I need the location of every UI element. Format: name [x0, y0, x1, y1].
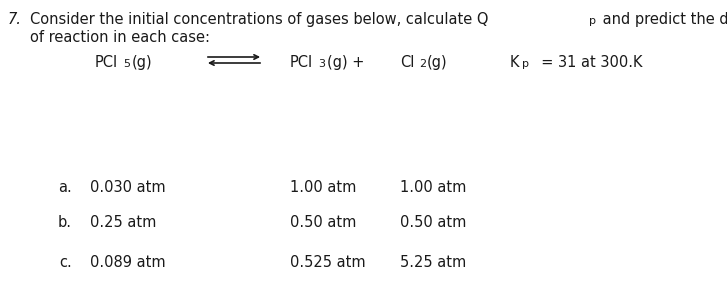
Text: 5.25 atm: 5.25 atm [400, 255, 466, 270]
Text: PCl: PCl [290, 55, 313, 70]
Text: 0.25 atm: 0.25 atm [90, 215, 156, 230]
Text: and predict the direction: and predict the direction [598, 12, 727, 27]
Text: 3: 3 [318, 59, 325, 69]
Text: 1.00 atm: 1.00 atm [400, 180, 467, 195]
Text: 0.030 atm: 0.030 atm [90, 180, 166, 195]
Text: 2: 2 [419, 59, 426, 69]
Text: 0.50 atm: 0.50 atm [400, 215, 467, 230]
Text: (g) +: (g) + [327, 55, 364, 70]
Text: c.: c. [59, 255, 72, 270]
Text: 7.: 7. [8, 12, 22, 27]
Text: b.: b. [58, 215, 72, 230]
Text: 0.50 atm: 0.50 atm [290, 215, 356, 230]
Text: PCl: PCl [95, 55, 118, 70]
Text: Consider the initial concentrations of gases below, calculate Q: Consider the initial concentrations of g… [30, 12, 489, 27]
Text: = 31 at 300.K: = 31 at 300.K [532, 55, 643, 70]
Text: 5: 5 [123, 59, 130, 69]
Text: (g): (g) [427, 55, 448, 70]
Text: 0.089 atm: 0.089 atm [90, 255, 166, 270]
Text: K: K [510, 55, 520, 70]
Text: 0.525 atm: 0.525 atm [290, 255, 366, 270]
Text: p: p [589, 16, 596, 26]
Text: 1.00 atm: 1.00 atm [290, 180, 356, 195]
Text: (g): (g) [132, 55, 153, 70]
Text: of reaction in each case:: of reaction in each case: [30, 30, 210, 45]
Text: p: p [522, 59, 529, 69]
Text: Cl: Cl [400, 55, 414, 70]
Text: a.: a. [58, 180, 72, 195]
